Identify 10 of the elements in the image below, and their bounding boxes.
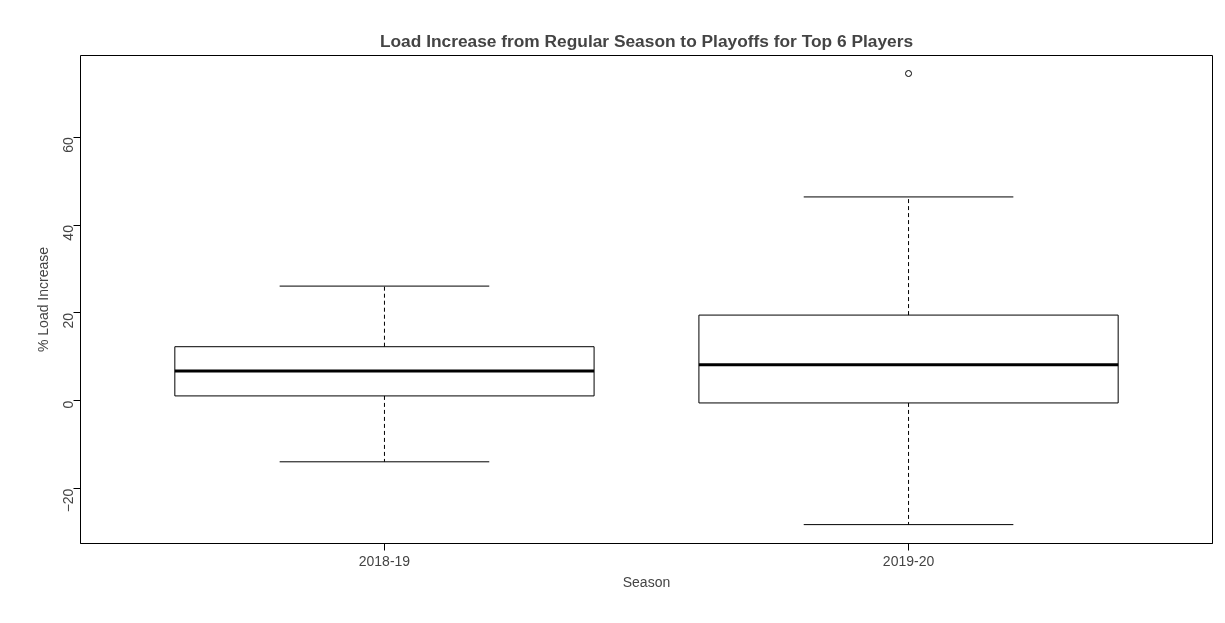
y-tick-label: −20	[60, 488, 77, 513]
y-tick-label: 0	[60, 400, 77, 409]
x-axis-title: Season	[622, 573, 671, 590]
y-axis-title: % Load Increase	[34, 246, 51, 353]
x-tick-label: 2019-20	[882, 552, 935, 569]
y-tick-label: 20	[60, 312, 77, 329]
y-tick-label: 40	[60, 224, 77, 241]
chart-title: Load Increase from Regular Season to Playoffs for Top 6 Players	[379, 30, 914, 51]
y-tick-label: 60	[60, 136, 77, 153]
x-tick-label: 2018-19	[358, 552, 411, 569]
